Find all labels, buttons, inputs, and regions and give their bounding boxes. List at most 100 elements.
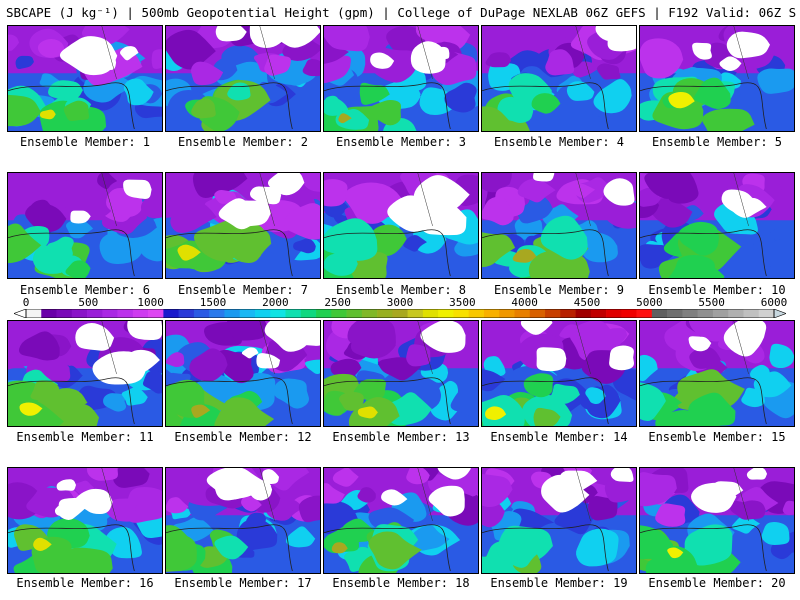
- colorbar-swatch: [758, 309, 775, 318]
- colorbar-swatch: [331, 309, 347, 318]
- colorbar-swatch: [224, 309, 241, 318]
- page-title: SBCAPE (J kg⁻¹) | 500mb Geopotential Hei…: [6, 5, 796, 20]
- colorbar-tick-label: 3000: [386, 296, 414, 309]
- sbcape-field-map: [166, 26, 320, 131]
- colorbar-swatch: [575, 309, 592, 318]
- colorbar-tick-label: 4500: [573, 296, 601, 309]
- ensemble-map-panel: [7, 25, 163, 132]
- colorbar-swatch: [743, 309, 760, 318]
- sbcape-field-map: [640, 173, 794, 278]
- colorbar-swatch: [193, 309, 210, 318]
- sbcape-field-map: [482, 468, 636, 573]
- panel-label: Ensemble Member: 16: [16, 576, 154, 590]
- colorbar-swatch: [41, 309, 57, 318]
- ensemble-map-panel: [639, 320, 795, 427]
- colorbar-tick-label: 5500: [698, 296, 725, 309]
- ensemble-map-panel: [323, 467, 479, 574]
- colorbar-swatch: [606, 309, 622, 318]
- colorbar-swatch: [132, 309, 149, 318]
- panel-label: Ensemble Member: 12: [174, 430, 312, 444]
- colorbar-swatch: [178, 309, 195, 318]
- sbcape-field-map: [482, 321, 636, 426]
- panel-label: Ensemble Member: 1: [19, 135, 151, 149]
- panel-label: Ensemble Member: 5: [651, 135, 783, 149]
- ensemble-map-panel: [7, 467, 163, 574]
- ensemble-map-panel: [639, 172, 795, 279]
- panel-label: Ensemble Member: 20: [648, 576, 786, 590]
- colorbar-tick-label: 2500: [324, 296, 351, 309]
- ensemble-map-panel: [323, 320, 479, 427]
- sbcape-colorbar: [14, 309, 786, 318]
- colorbar-tick-label: 6000: [760, 296, 788, 309]
- colorbar-swatch: [270, 309, 286, 318]
- colorbar-swatch: [453, 309, 469, 318]
- colorbar-swatch: [392, 309, 408, 318]
- sbcape-field-map: [166, 321, 320, 426]
- ensemble-map-panel: [7, 172, 163, 279]
- colorbar-swatch: [26, 309, 42, 318]
- colorbar-swatch: [438, 309, 454, 318]
- colorbar-swatch: [682, 309, 698, 318]
- ensemble-map-panel: [165, 25, 321, 132]
- panel-label: Ensemble Member: 17: [174, 576, 312, 590]
- ensemble-map-panel: [7, 320, 163, 427]
- panel-label: Ensemble Member: 2: [177, 135, 309, 149]
- ensemble-map-panel: [165, 320, 321, 427]
- ensemble-map-panel: [481, 172, 637, 279]
- ensemble-map-panel: [481, 25, 637, 132]
- panel-label: Ensemble Member: 15: [648, 430, 786, 444]
- sbcape-field-map: [324, 26, 478, 131]
- colorbar-tick-label: 4000: [511, 296, 538, 309]
- panel-label: Ensemble Member: 6: [19, 283, 151, 297]
- colorbar-swatch: [163, 309, 179, 318]
- colorbar-tick-label: 500: [78, 296, 99, 309]
- ensemble-map-panel: [481, 320, 637, 427]
- sbcape-field-map: [8, 26, 162, 131]
- panel-label: Ensemble Member: 9: [493, 283, 625, 297]
- colorbar-swatch: [239, 309, 256, 318]
- colorbar-swatch: [377, 309, 393, 318]
- panel-label: Ensemble Member: 10: [648, 283, 786, 297]
- sbcape-field-map: [482, 173, 636, 278]
- panel-label: Ensemble Member: 18: [332, 576, 470, 590]
- sbcape-field-map: [166, 173, 320, 278]
- colorbar-swatch: [300, 309, 317, 318]
- colorbar-swatch: [514, 309, 531, 318]
- colorbar-tick-label: 3500: [449, 296, 476, 309]
- colorbar-swatch: [209, 309, 225, 318]
- panel-label: Ensemble Member: 4: [493, 135, 625, 149]
- colorbar-tick-label: 1500: [199, 296, 227, 309]
- panel-label: Ensemble Member: 8: [335, 283, 467, 297]
- panel-label: Ensemble Member: 11: [16, 430, 154, 444]
- colorbar-swatch: [56, 309, 73, 318]
- ensemble-map-panel: [323, 25, 479, 132]
- colorbar-swatch: [590, 309, 607, 318]
- ensemble-map-panel: [639, 467, 795, 574]
- colorbar-swatch: [71, 309, 88, 318]
- colorbar-swatch: [499, 309, 515, 318]
- colorbar-tick-label: 0: [22, 296, 30, 309]
- sbcape-field-map: [8, 468, 162, 573]
- colorbar-swatch: [697, 309, 714, 318]
- colorbar-swatch: [728, 309, 744, 318]
- colorbar-tick-label: 2000: [262, 296, 289, 309]
- colorbar-swatch: [102, 309, 118, 318]
- colorbar-swatch: [407, 309, 424, 318]
- sbcape-field-map: [482, 26, 636, 131]
- ensemble-map-panel: [165, 467, 321, 574]
- ensemble-map-panel: [639, 25, 795, 132]
- colorbar-swatch: [117, 309, 134, 318]
- colorbar-swatch: [254, 309, 271, 318]
- panel-label: Ensemble Member: 13: [332, 430, 470, 444]
- sbcape-field-map: [8, 321, 162, 426]
- colorbar-swatch: [285, 309, 302, 318]
- colorbar-swatch: [560, 309, 576, 318]
- colorbar-tick-label: 1000: [137, 296, 164, 309]
- colorbar-swatch: [422, 309, 439, 318]
- colorbar-swatch: [346, 309, 363, 318]
- colorbar-swatch: [361, 309, 378, 318]
- colorbar-swatch: [712, 309, 729, 318]
- colorbar-swatch: [621, 309, 637, 318]
- sbcape-field-map: [8, 173, 162, 278]
- colorbar-swatch: [667, 309, 683, 318]
